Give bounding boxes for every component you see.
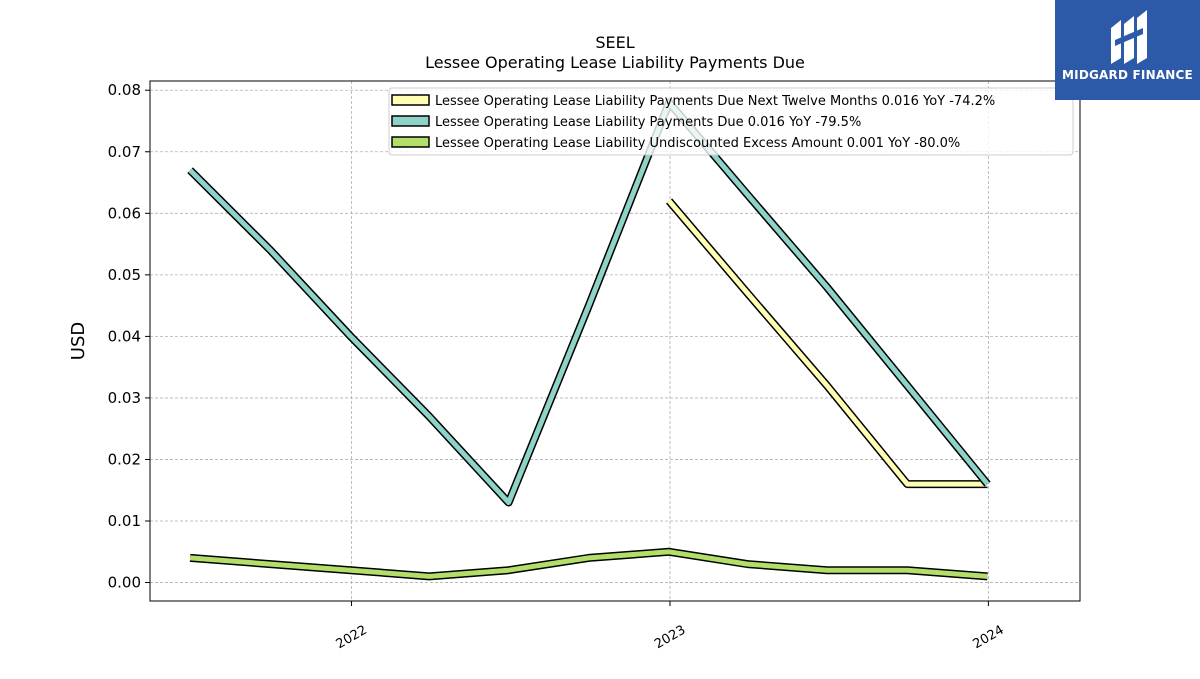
y-tick-label: 0.08 [108, 81, 141, 99]
chart-title: SEEL [595, 33, 634, 52]
y-tick-label: 0.04 [108, 327, 141, 345]
legend-swatch [391, 94, 430, 106]
y-tick-label: 0.00 [108, 574, 141, 592]
y-tick-label: 0.06 [108, 204, 141, 222]
legend: Lessee Operating Lease Liability Payment… [388, 87, 1074, 156]
legend-entry: Lessee Operating Lease Liability Undisco… [435, 136, 960, 151]
series-line [188, 100, 990, 505]
y-axis-label: USD [68, 322, 89, 360]
plot-frame [149, 80, 1081, 602]
y-tick-label: 0.05 [108, 266, 141, 284]
y-tick-label: 0.02 [108, 450, 141, 468]
brand-logo: MIDGARD FINANCE [1055, 0, 1200, 100]
series-line [667, 199, 988, 487]
brand-logo-mark [1111, 10, 1147, 64]
y-tick-label: 0.07 [108, 143, 141, 161]
legend-swatch [391, 136, 430, 148]
chart-subtitle: Lessee Operating Lease Liability Payment… [425, 53, 805, 72]
legend-swatch [391, 115, 430, 127]
y-tick-label: 0.01 [108, 512, 141, 530]
series-line [189, 549, 988, 579]
y-tick-label: 0.03 [108, 389, 141, 407]
legend-entry: Lessee Operating Lease Liability Payment… [435, 115, 861, 130]
series-lines [187, 98, 991, 581]
legend-entry: Lessee Operating Lease Liability Payment… [435, 94, 995, 109]
legend-box [388, 87, 1074, 156]
brand-logo-text: MIDGARD FINANCE [1062, 68, 1193, 82]
